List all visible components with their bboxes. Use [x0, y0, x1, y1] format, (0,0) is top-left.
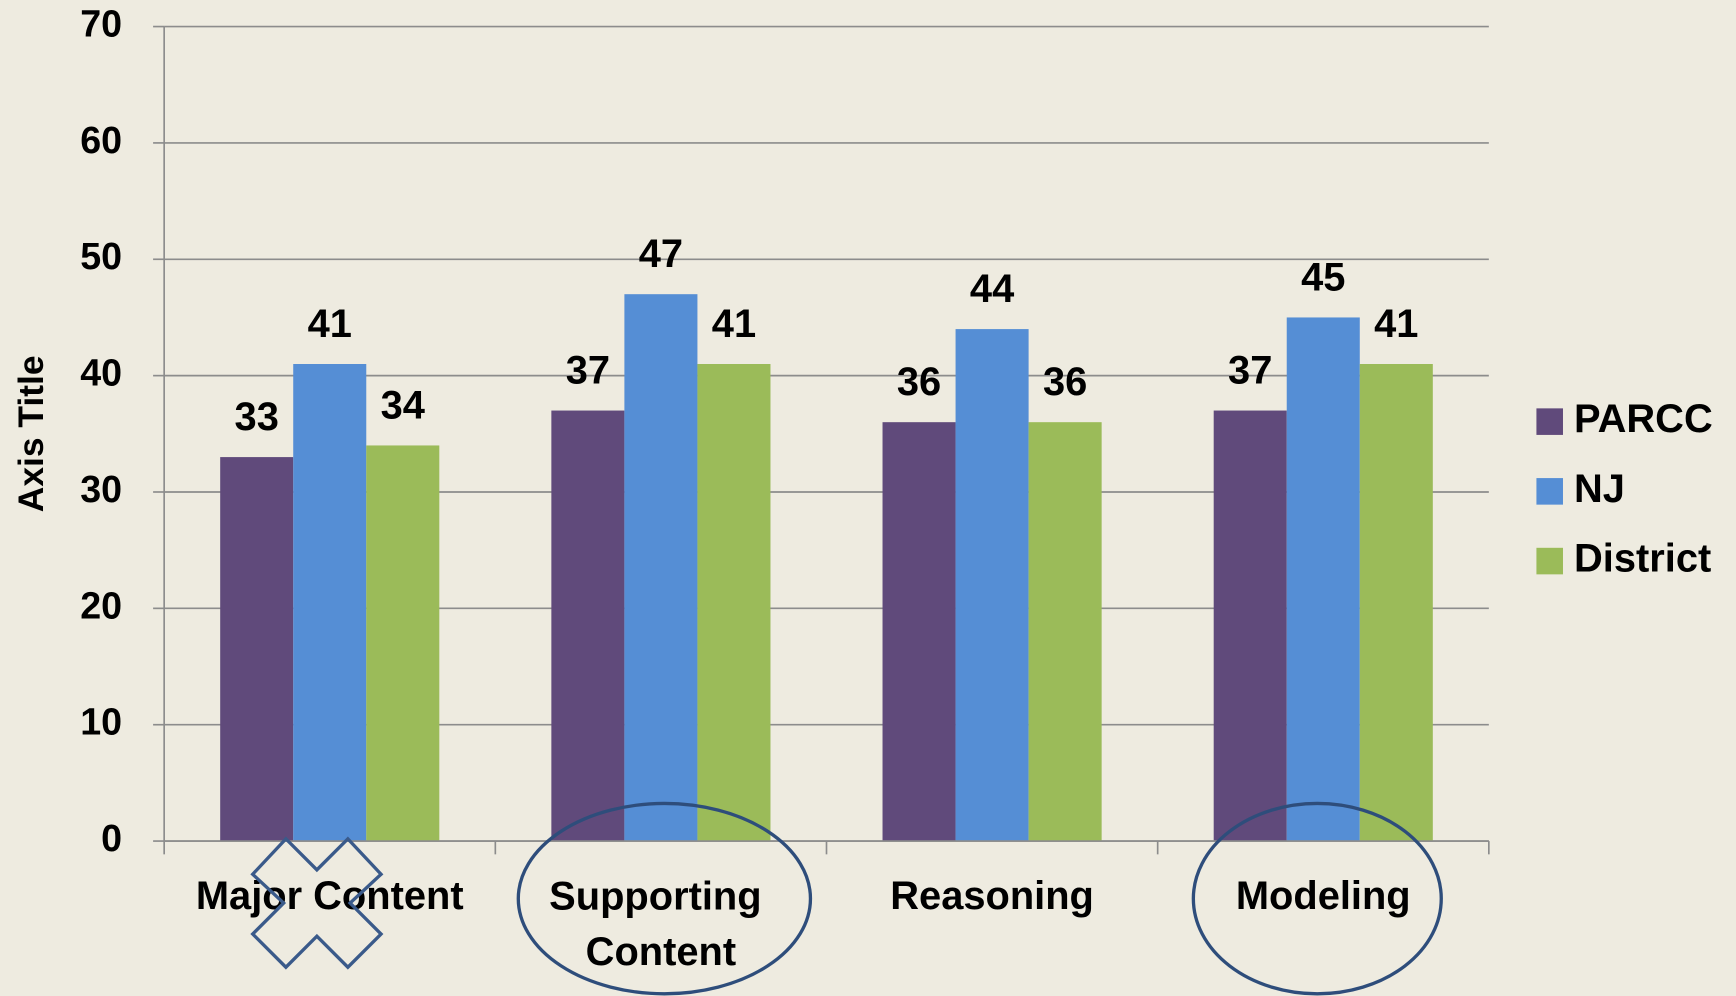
- data-label: 45: [1301, 255, 1345, 299]
- data-label: 41: [1374, 302, 1418, 346]
- x-tick-label: Major Content: [196, 874, 464, 918]
- data-label: 37: [566, 348, 610, 392]
- x-mark: [250, 836, 384, 970]
- data-label: 36: [1043, 360, 1087, 404]
- bar: [1213, 410, 1287, 842]
- bar: [1359, 363, 1433, 842]
- data-label: 34: [381, 383, 425, 427]
- legend-swatch: [1536, 478, 1563, 505]
- legend-swatch: [1536, 547, 1563, 575]
- y-axis-label: Axis Title: [11, 355, 51, 512]
- annotations: [250, 801, 1443, 996]
- bar: [697, 363, 771, 842]
- y-tick-label: 40: [80, 352, 122, 394]
- legend-label: District: [1574, 537, 1711, 581]
- y-tick-label: 0: [101, 817, 122, 859]
- y-tick-label: 20: [80, 584, 122, 626]
- data-label: 44: [970, 267, 1014, 311]
- circle-annotation: [1191, 801, 1443, 996]
- y-tick-label: 70: [80, 2, 122, 44]
- bar: [366, 445, 440, 842]
- bar: [882, 422, 956, 842]
- data-label: 47: [639, 232, 683, 276]
- y-tick-label: 10: [80, 701, 122, 743]
- legend-swatch: [1536, 408, 1563, 435]
- data-label: 37: [1228, 348, 1272, 392]
- bar: [1028, 422, 1102, 842]
- data-label: 41: [308, 302, 352, 346]
- bar: [624, 294, 698, 842]
- y-tick-label: 30: [80, 468, 122, 510]
- bar: [551, 410, 625, 842]
- legend-label: NJ: [1574, 467, 1625, 511]
- data-label: 33: [235, 395, 279, 439]
- circle-annotation: [516, 801, 813, 996]
- data-label: 36: [897, 360, 941, 404]
- bar: [955, 329, 1029, 842]
- y-tick-label: 50: [80, 235, 122, 277]
- x-tick-label: Modeling: [1236, 874, 1411, 918]
- bar: [1286, 317, 1360, 842]
- x-tick-label: Reasoning: [890, 874, 1094, 918]
- x-tick-label: Supporting Content: [549, 874, 772, 973]
- bar: [293, 363, 367, 842]
- y-tick-label: 60: [80, 119, 122, 161]
- legend-label: PARCC: [1574, 397, 1713, 441]
- bar: [220, 457, 294, 842]
- data-label: 41: [712, 302, 756, 346]
